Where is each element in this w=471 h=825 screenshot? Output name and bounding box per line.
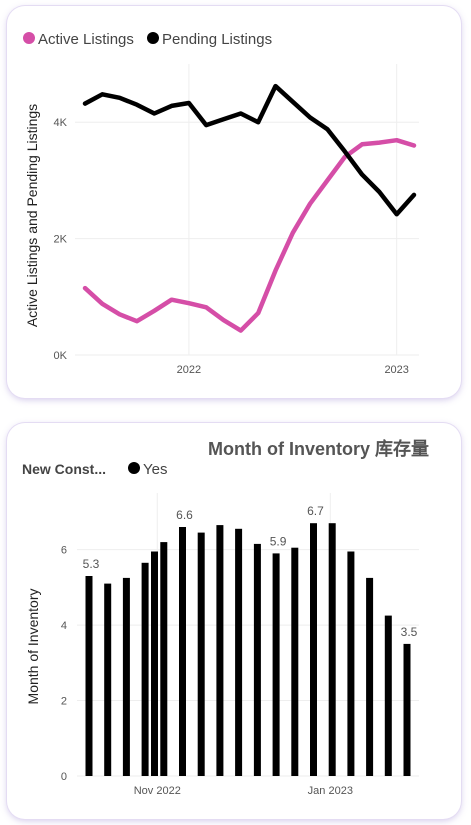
inventory-bar — [104, 583, 112, 776]
inventory-bar — [197, 532, 205, 776]
inventory-bar — [253, 543, 261, 776]
inventory-bar — [347, 551, 355, 776]
y-tick-label: 2K — [54, 234, 68, 246]
inventory-bar — [403, 643, 411, 776]
x-tick-label: Nov 2022 — [134, 785, 181, 797]
inventory-bar — [384, 615, 392, 776]
active-listings-line — [82, 137, 417, 333]
inventory-bar — [328, 523, 336, 776]
inventory-bar — [141, 562, 149, 776]
inventory-bar — [216, 525, 224, 776]
pending-listings-legend-label: Pending Listings — [162, 31, 272, 48]
inventory-bar — [122, 577, 130, 776]
inventory-bar — [179, 527, 186, 776]
y-tick-label: 4K — [54, 117, 68, 129]
bar-data-label: 5.9 — [270, 534, 287, 548]
inventory-bar — [235, 528, 243, 776]
x-tick-label: Jan 2023 — [308, 785, 353, 797]
pending-listings-line — [82, 83, 417, 217]
chart-title: Month of Inventory 库存量 — [208, 438, 429, 459]
x-tick-label: 2022 — [177, 364, 201, 376]
inventory-bar — [366, 577, 374, 776]
legend-title: New Const... — [22, 461, 106, 477]
inventory-bar — [291, 547, 299, 776]
pending-listings-legend-marker — [147, 32, 159, 44]
active-listings-legend-marker — [23, 32, 35, 44]
inventory-chart-card: 0 2 4 6 Nov 2022 Jan 2023 5.3 6.6 5.9 6.7 3.5 Month… — [7, 423, 461, 819]
listings-chart-card: 0K 2K 4K 2022 2023 Active Listings Pending Lis… — [7, 6, 461, 398]
y-tick-label: 6 — [61, 545, 67, 557]
inventory-bar — [151, 551, 158, 776]
bar-data-label: 3.5 — [401, 625, 418, 639]
inventory-bar — [85, 576, 93, 776]
active-listings-legend-label: Active Listings — [38, 31, 134, 48]
bar-data-label: 6.7 — [307, 504, 324, 518]
y-tick-label: 0K — [54, 350, 68, 362]
bar-data-label: 5.3 — [83, 557, 100, 571]
yes-legend-label: Yes — [143, 461, 167, 478]
x-tick-label: 2023 — [384, 364, 408, 376]
inventory-bar — [160, 542, 168, 776]
inventory-bar — [310, 523, 317, 776]
y-axis-title: Month of Inventory — [25, 589, 41, 705]
inventory-bar — [272, 553, 280, 776]
listings-line-chart: 0K 2K 4K 2022 2023 Active Listings Pending Lis… — [23, 31, 419, 376]
y-tick-label: 2 — [61, 696, 67, 708]
y-tick-label: 0 — [61, 771, 67, 783]
y-axis-title: Active Listings and Pending Listings — [24, 104, 40, 327]
bar-data-label: 6.6 — [176, 508, 193, 522]
yes-legend-marker — [128, 462, 140, 474]
y-tick-label: 4 — [61, 620, 67, 632]
inventory-bar-chart: 0 2 4 6 Nov 2022 Jan 2023 5.3 6.6 5.9 6.7 3.5 Month… — [22, 438, 429, 797]
